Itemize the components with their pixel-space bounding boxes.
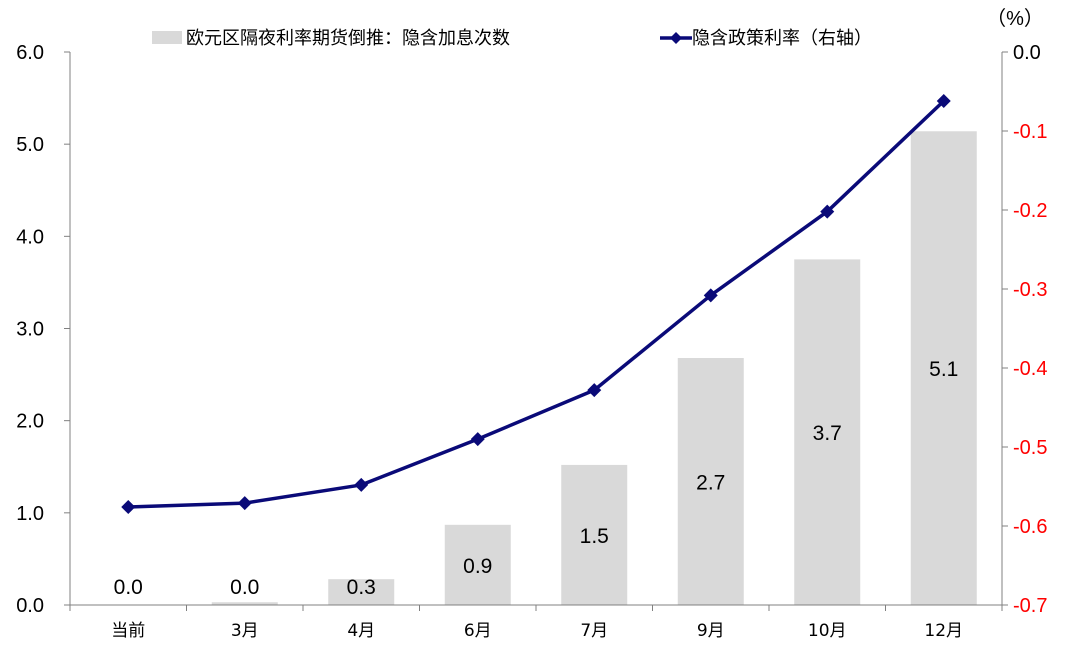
bar — [561, 464, 628, 605]
x-tick-label: 9月 — [697, 621, 725, 641]
x-tick-label: 4月 — [347, 621, 375, 641]
line-series — [121, 93, 951, 515]
bar-data-label: 2.7 — [696, 471, 725, 494]
bar — [211, 602, 278, 605]
x-tick-label: 3月 — [231, 621, 259, 641]
x-tick-label: 10月 — [808, 621, 847, 641]
x-tick-label: 7月 — [580, 621, 608, 641]
bar-data-label: 3.7 — [813, 422, 842, 445]
left-tick-label: 4.0 — [16, 226, 44, 248]
legend-line-label: 隐含政策利率（右轴） — [692, 28, 872, 49]
bar — [677, 357, 744, 605]
right-tick-label: -0.3 — [1013, 279, 1047, 301]
bar-data-label: 0.0 — [230, 576, 259, 599]
right-tick-label: -0.5 — [1013, 437, 1047, 459]
right-tick-label: -0.1 — [1013, 121, 1047, 143]
axes — [69, 52, 1003, 606]
bar — [444, 524, 511, 605]
line-marker — [354, 477, 369, 492]
line-marker — [820, 204, 835, 219]
right-tick-label: -0.7 — [1013, 595, 1047, 617]
bar-data-label: 0.3 — [347, 576, 376, 599]
left-tick-label: 3.0 — [16, 319, 44, 341]
right-tick-label: -0.6 — [1013, 516, 1047, 538]
line-marker — [936, 93, 951, 108]
bar-series — [211, 131, 977, 605]
line-path — [128, 99, 945, 509]
bar — [328, 579, 395, 605]
right-y-ticks: -0.7 -0.6 -0.5 -0.4 -0.3 -0.2 -0.1 0.0 — [1002, 42, 1047, 617]
x-tick-label: 12月 — [924, 621, 963, 641]
line-marker — [587, 383, 602, 398]
line-marker — [237, 496, 252, 511]
right-tick-label: -0.4 — [1013, 358, 1047, 380]
x-tick-label: 6月 — [464, 621, 492, 641]
left-y-ticks: 0.0 1.0 2.0 3.0 4.0 5.0 6.0 — [16, 42, 70, 617]
right-axis-unit: （%） — [986, 7, 1044, 30]
legend-bar-label: 欧元区隔夜利率期货倒推：隐含加息次数 — [186, 28, 510, 49]
line-marker — [121, 500, 136, 515]
line-marker — [703, 288, 718, 303]
bar-data-label: 1.5 — [580, 525, 609, 548]
bar-data-labels: 0.0 0.0 0.3 0.9 1.5 2.7 3.7 5.1 — [114, 358, 959, 599]
bar-data-label: 0.0 — [114, 576, 143, 599]
bar-data-label: 0.9 — [463, 555, 492, 578]
left-tick-label: 5.0 — [16, 134, 44, 156]
bar — [794, 259, 861, 605]
bar-data-label: 5.1 — [929, 358, 958, 381]
x-tick-label: 当前 — [111, 621, 145, 641]
left-tick-label: 0.0 — [16, 595, 44, 617]
right-tick-label: -0.2 — [1013, 200, 1047, 222]
legend: 欧元区隔夜利率期货倒推：隐含加息次数 隐含政策利率（右轴） — [152, 28, 872, 49]
x-ticks: 当前 3月 4月 6月 7月 9月 10月 12月 — [69, 605, 1003, 641]
right-tick-label: 0.0 — [1013, 42, 1041, 64]
left-tick-label: 6.0 — [16, 42, 44, 64]
line-marker — [470, 432, 485, 447]
legend-line-marker — [670, 32, 682, 44]
bar — [910, 131, 977, 605]
left-tick-label: 1.0 — [16, 503, 44, 525]
left-tick-label: 2.0 — [16, 411, 44, 433]
legend-bar-swatch — [152, 31, 182, 44]
